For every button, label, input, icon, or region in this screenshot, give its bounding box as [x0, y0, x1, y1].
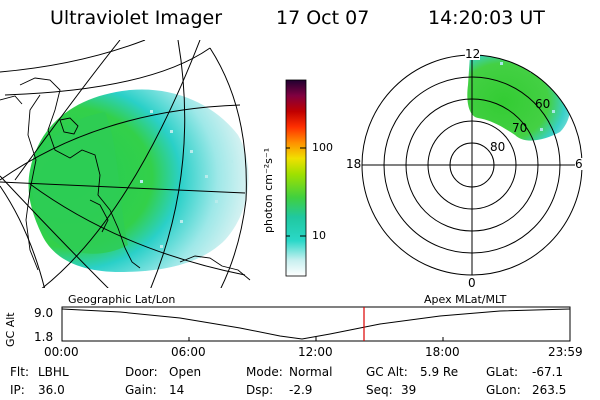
date-label: 17 Oct 07	[276, 7, 370, 29]
polar-lat-70: 70	[512, 121, 528, 135]
polar-plot	[361, 54, 583, 276]
altitude-plot	[61, 306, 571, 342]
door-label: Door:	[125, 365, 158, 379]
polar-mlt-6: 6	[575, 157, 583, 171]
seq-label: Seq:	[366, 383, 393, 397]
door-value: Open	[169, 365, 202, 379]
altitude-y-tick-1-8: 1.8	[34, 330, 54, 344]
ip-label: IP:	[10, 383, 25, 397]
altitude-x-tick-1200: 12:00	[298, 345, 333, 359]
geo-map-label: Geographic Lat/Lon	[68, 293, 176, 306]
colorbar-tick-10: 10	[312, 229, 326, 242]
gc-alt-value: 5.9 Re	[420, 365, 459, 379]
dsp-value: -2.9	[289, 383, 313, 397]
gain-value: 14	[169, 383, 185, 397]
polar-plot-label: Apex MLat/MLT	[424, 293, 507, 306]
seq-value: 39	[401, 383, 417, 397]
geo-coastlines	[0, 77, 251, 281]
altitude-x-ticks	[61, 337, 571, 341]
altitude-x-tick-0600: 06:00	[171, 345, 206, 359]
altitude-x-tick-1800: 18:00	[425, 345, 460, 359]
altitude-x-tick-0000: 00:00	[44, 345, 79, 359]
altitude-curve	[61, 308, 571, 340]
instrument-title: Ultraviolet Imager	[50, 7, 223, 29]
polar-lat-60: 60	[535, 97, 551, 111]
filter-value: LBHL	[38, 365, 69, 379]
mode-value: Normal	[289, 365, 333, 379]
time-label: 14:20:03 UT	[428, 7, 545, 29]
ip-value: 36.0	[38, 383, 65, 397]
polar-mlt-18: 18	[346, 157, 362, 171]
gain-label: Gain:	[125, 383, 157, 397]
polar-mlt-0: 0	[468, 276, 476, 290]
gc-alt-label: GC Alt:	[366, 365, 408, 379]
glon-value: 263.5	[532, 383, 567, 397]
colorbar-tick-100: 100	[312, 141, 333, 154]
filter-label: Flt:	[10, 365, 29, 379]
altitude-axis-label: GC Alt	[4, 312, 17, 347]
colorbar-unit-label: photon cm⁻²s⁻¹	[262, 147, 275, 233]
polar-lat-80: 80	[490, 140, 506, 154]
mode-label: Mode:	[246, 365, 283, 379]
glat-label: GLat:	[486, 365, 519, 379]
geographic-map	[0, 40, 251, 288]
geo-graticule	[0, 40, 247, 288]
polar-mlt-12: 12	[465, 47, 481, 61]
colorbar	[285, 79, 307, 277]
colorbar-ticks	[286, 147, 306, 237]
glon-label: GLon:	[486, 383, 521, 397]
glat-value: -67.1	[532, 365, 564, 379]
dsp-label: Dsp:	[246, 383, 274, 397]
altitude-y-tick-9: 9.0	[34, 306, 54, 320]
altitude-x-tick-2359: 23:59	[548, 345, 583, 359]
